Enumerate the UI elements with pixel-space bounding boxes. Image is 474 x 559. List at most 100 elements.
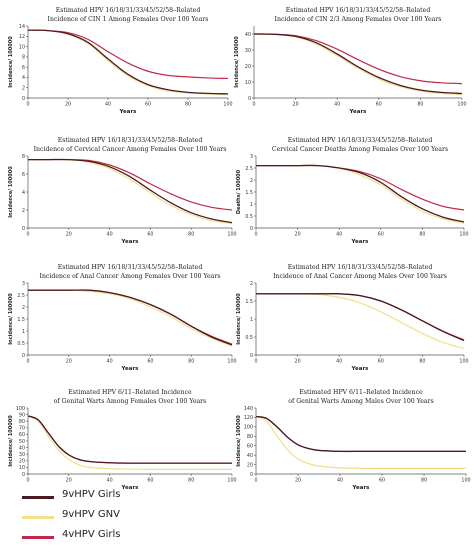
y-tick-label: 100 [16,406,25,412]
x-tick-label: 60 [145,102,151,108]
series-line-9vhpv-girls [27,158,233,224]
y-axis-label: Incidence/ 100000 [8,166,14,218]
y-tick-label: 60 [247,444,253,450]
legend-label: 9vHPV GNV [62,509,120,520]
y-tick-label: 40 [247,453,253,459]
x-axis-label: Years [352,485,371,491]
y-tick-label: 0 [250,472,253,478]
y-tick-label: 4 [22,190,25,196]
y-tick-label: 100 [244,425,253,431]
y-tick-label: 8 [22,55,25,61]
series-line-9vhpv-gnv [27,415,232,471]
x-tick-label: 80 [188,232,194,238]
x-tick-label: 40 [334,102,340,108]
x-tick-label: 40 [336,232,342,238]
y-tick-label: 6 [22,65,25,71]
x-tick-label: 100 [459,359,468,365]
x-tick-label: 80 [419,232,425,238]
y-axis-label: Incidence/ 100000 [8,36,14,88]
legend-item: 4vHPV Girls [22,528,222,548]
x-tick-label: 20 [66,478,72,484]
y-tick-label: 12 [19,34,25,40]
y-tick-label: 2.5 [17,293,25,299]
chart-title: Cervical Cancer Deaths Among Females Ove… [272,146,448,153]
y-tick-label: 80 [247,434,253,440]
y-tick-label: 2 [250,281,253,287]
y-axis-label: Incidence/ 100000 [236,293,242,345]
x-tick-label: 20 [293,102,299,108]
series-line-4vhpv-girls [253,33,463,85]
chart-title: Incidence of CIN 2/3 Among Females Over … [275,16,442,23]
y-tick-label: 2 [22,208,25,214]
x-tick-label: 60 [147,478,153,484]
y-tick-label: 0 [250,353,253,359]
y-tick-label: 0 [22,226,25,232]
y-tick-label: 1 [22,329,25,335]
chart-title: Estimated HPV 16/18/31/33/45/52/58–Relat… [288,137,433,144]
x-tick-label: 100 [227,232,236,238]
x-tick-label: 0 [26,478,29,484]
y-tick-label: 0.5 [245,335,253,341]
y-tick-label: 140 [244,406,253,412]
x-tick-label: 100 [227,478,236,484]
x-tick-label: 60 [379,478,385,484]
series-line-4vhpv-girls [256,164,465,211]
x-tick-label: 60 [378,359,384,365]
y-tick-label: 0 [250,226,253,232]
series-line-9vhpv-girls [27,29,229,95]
x-tick-label: 0 [252,102,255,108]
chart-title: Estimated HPV 6/11–Related Incidence [299,389,423,396]
y-tick-label: 0 [22,472,25,478]
chart-title: Estimated HPV 16/18/31/33/45/52/58–Relat… [58,137,203,144]
x-tick-label: 100 [457,102,466,108]
x-tick-label: 40 [105,102,111,108]
y-tick-label: 8 [22,154,25,160]
x-tick-label: 20 [66,232,72,238]
y-tick-label: 30 [245,48,251,54]
x-tick-label: 0 [254,359,257,365]
y-tick-label: 20 [247,462,253,468]
x-tick-label: 40 [107,478,113,484]
x-tick-label: 20 [295,232,301,238]
x-tick-label: 40 [337,478,343,484]
x-tick-label: 100 [459,232,468,238]
y-axis-label: Incidence/ 100000 [236,415,242,467]
y-axis-label: Incidence/ 100000 [8,415,14,467]
series-line-9vhpv-girls [256,164,465,223]
x-tick-label: 100 [227,359,236,365]
y-tick-label: 10 [19,465,25,471]
legend-swatch [22,536,54,539]
y-axis-label: Deaths/ 100000 [236,169,242,214]
y-tick-label: 10 [245,80,251,86]
legend-label: 4vHPV Girls [62,529,121,540]
y-tick-label: 14 [19,24,25,30]
y-tick-label: 10 [19,44,25,50]
x-tick-label: 100 [461,478,470,484]
legend-item: 9vHPV GNV [22,508,222,528]
x-axis-label: Years [351,239,370,245]
y-tick-label: 0.5 [245,214,253,220]
legend-item: 9vHPV Girls [22,488,222,508]
series-line-9vhpv-girls [27,415,232,464]
y-tick-label: 0.5 [17,341,25,347]
x-tick-label: 0 [254,478,257,484]
series-line-9vhpv-girls [255,415,466,453]
x-tick-label: 80 [188,359,194,365]
series-line-9vhpv-gnv [27,29,229,95]
x-tick-label: 40 [107,232,113,238]
legend-label: 9vHPV Girls [62,489,121,500]
legend-swatch [22,516,54,519]
legend: 9vHPV Girls 9vHPV GNV 4vHPV Girls [22,488,222,548]
x-tick-label: 0 [26,232,29,238]
x-tick-label: 0 [254,232,257,238]
x-axis-label: Years [121,239,140,245]
x-tick-label: 80 [419,359,425,365]
x-tick-label: 80 [188,478,194,484]
legend-swatch [22,496,54,499]
x-tick-label: 20 [65,102,71,108]
x-tick-label: 60 [376,102,382,108]
y-tick-label: 40 [19,445,25,451]
y-tick-label: 0 [22,353,25,359]
chart-title: Estimated HPV 6/11–Related Incidence [68,389,192,396]
